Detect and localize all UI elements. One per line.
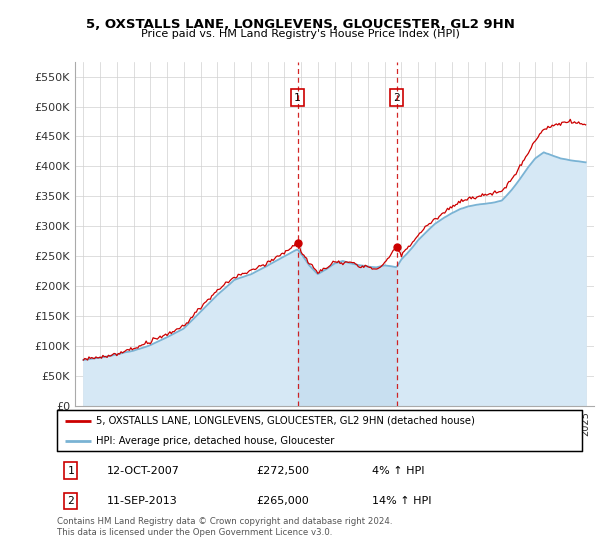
Text: Price paid vs. HM Land Registry's House Price Index (HPI): Price paid vs. HM Land Registry's House … xyxy=(140,29,460,39)
Text: Contains HM Land Registry data © Crown copyright and database right 2024.
This d: Contains HM Land Registry data © Crown c… xyxy=(57,517,392,537)
Text: 4% ↑ HPI: 4% ↑ HPI xyxy=(372,465,425,475)
Text: 2: 2 xyxy=(393,93,400,103)
Text: 1: 1 xyxy=(294,93,301,103)
Text: 2: 2 xyxy=(67,496,74,506)
Text: HPI: Average price, detached house, Gloucester: HPI: Average price, detached house, Glou… xyxy=(97,436,335,446)
Text: £272,500: £272,500 xyxy=(257,465,310,475)
Text: £265,000: £265,000 xyxy=(257,496,309,506)
Text: 11-SEP-2013: 11-SEP-2013 xyxy=(107,496,178,506)
Text: 5, OXSTALLS LANE, LONGLEVENS, GLOUCESTER, GL2 9HN (detached house): 5, OXSTALLS LANE, LONGLEVENS, GLOUCESTER… xyxy=(97,416,475,426)
Text: 1: 1 xyxy=(67,465,74,475)
Text: 14% ↑ HPI: 14% ↑ HPI xyxy=(372,496,431,506)
Text: 5, OXSTALLS LANE, LONGLEVENS, GLOUCESTER, GL2 9HN: 5, OXSTALLS LANE, LONGLEVENS, GLOUCESTER… xyxy=(86,18,514,31)
Text: 12-OCT-2007: 12-OCT-2007 xyxy=(107,465,180,475)
